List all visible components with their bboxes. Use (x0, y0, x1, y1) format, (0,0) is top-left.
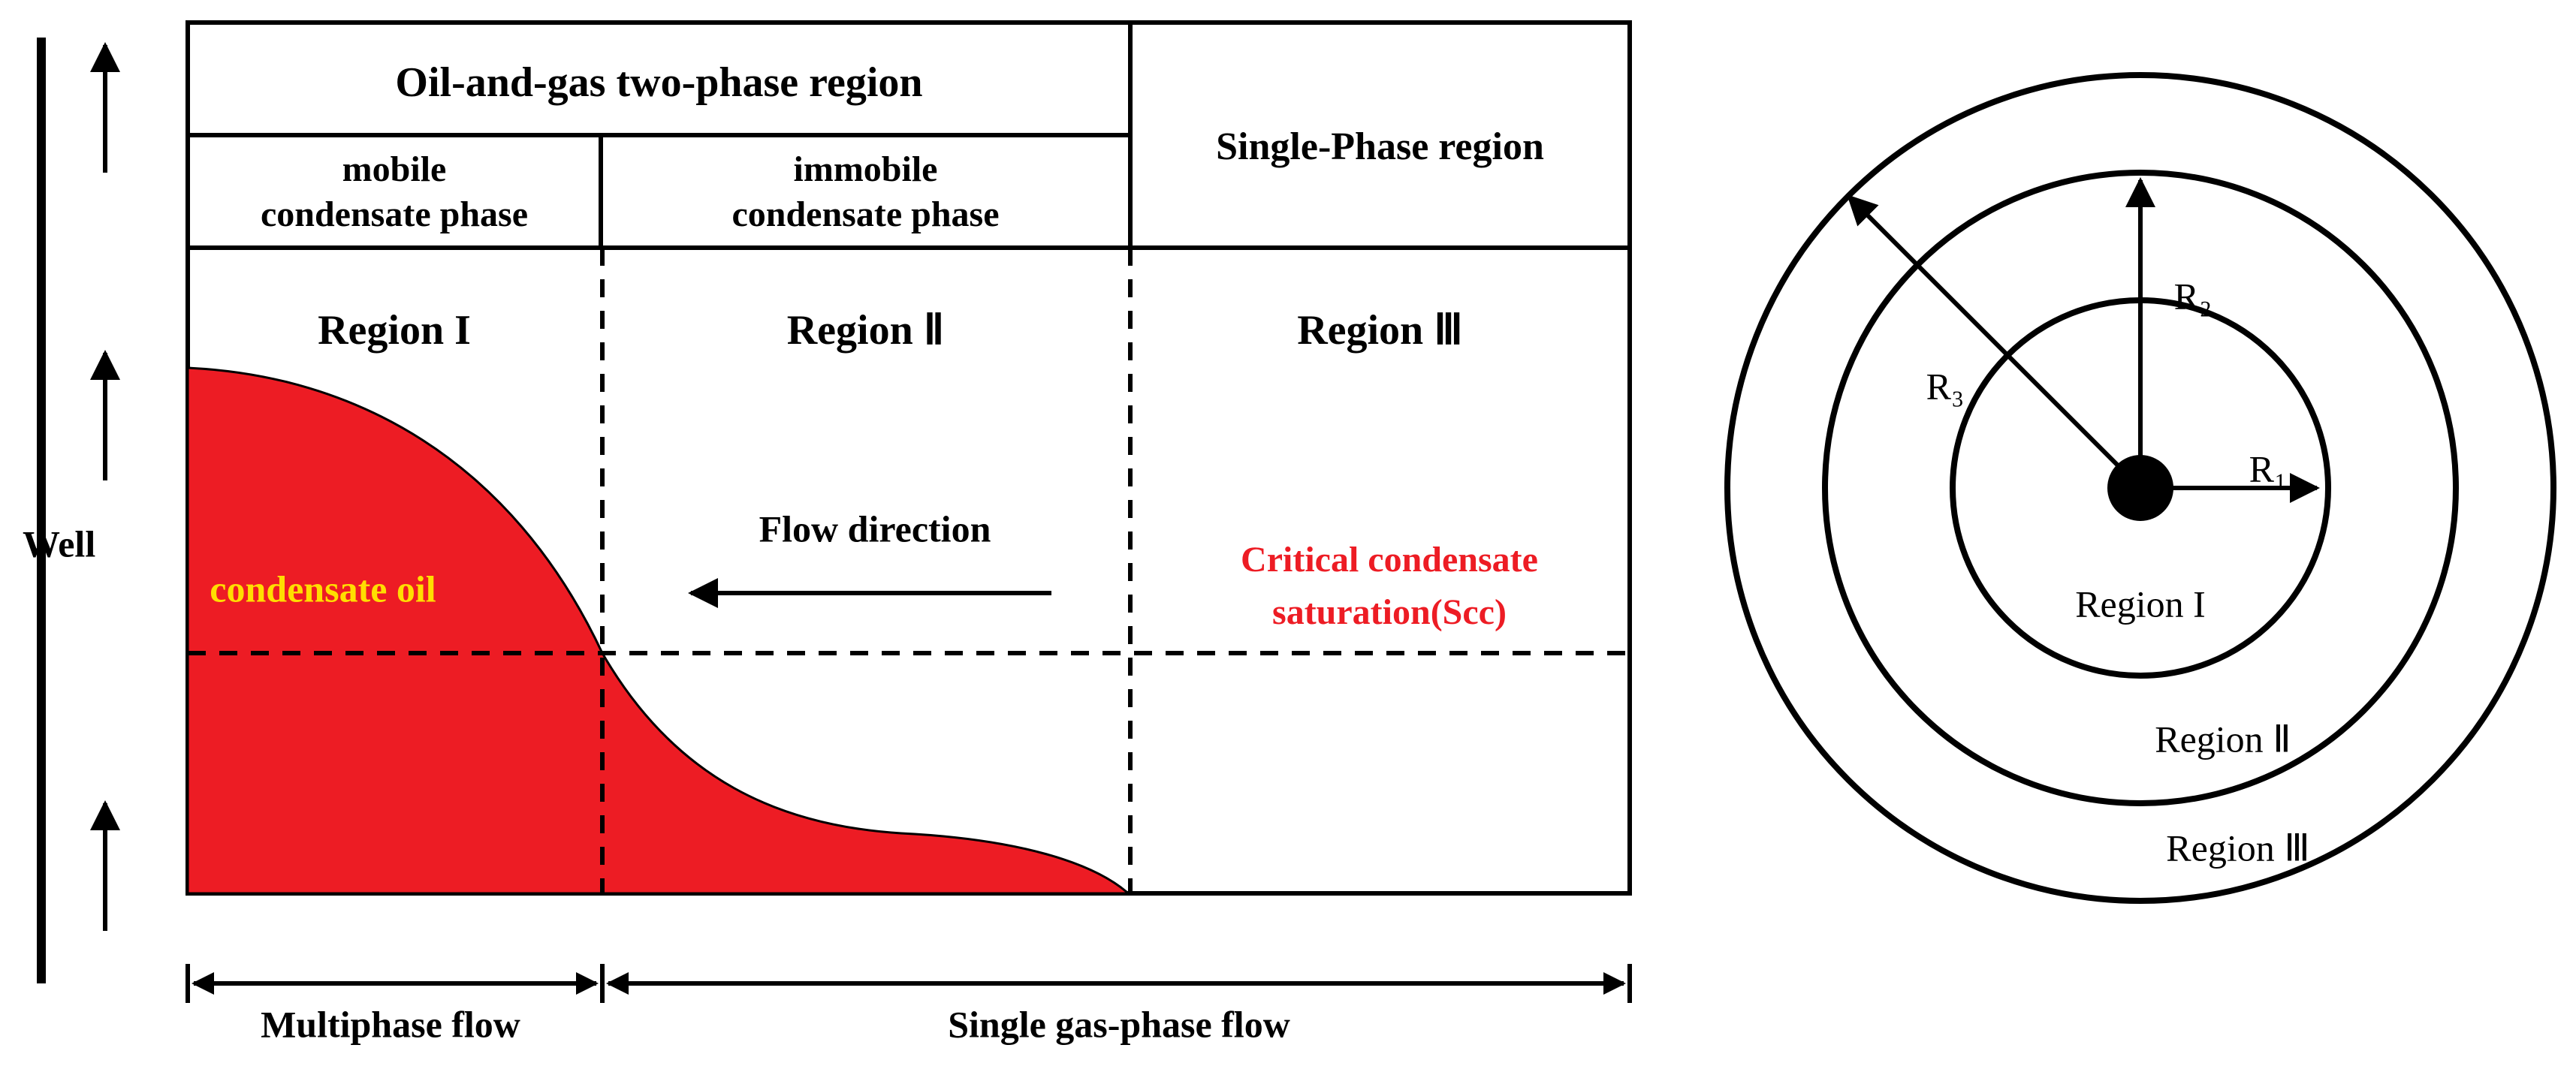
well-label: Well (23, 522, 95, 565)
multiphase-span-label: Multiphase flow (261, 1003, 520, 1045)
critical-label-2: saturation(Scc) (1272, 592, 1507, 632)
condensate-oil-label: condensate oil (210, 568, 436, 610)
radius-label-R1: R₁ (2249, 447, 2288, 489)
radius-label-R2: R₂ (2174, 275, 2213, 317)
single-gas-span-label: Single gas-phase flow (948, 1003, 1290, 1045)
subheader-mobile-2: condensate phase (261, 194, 528, 234)
region-3-label: Region Ⅲ (1297, 307, 1463, 354)
critical-label-1: Critical condensate (1241, 540, 1538, 580)
region-2-label: Region Ⅱ (787, 307, 945, 354)
radius-label-R3: R₃ (1926, 365, 1965, 407)
circle-region-r3: Region Ⅲ (2166, 827, 2309, 869)
header-two-phase: Oil-and-gas two-phase region (395, 59, 922, 106)
subheader-immobile-1: immobile (794, 149, 938, 189)
subheader-immobile-2: condensate phase (731, 194, 999, 234)
header-single-phase: Single-Phase region (1216, 125, 1544, 168)
circle-region-r1: Region I (2075, 583, 2206, 625)
region-1-label: Region I (318, 307, 471, 354)
subheader-mobile-1: mobile (342, 149, 447, 189)
flow-direction-label: Flow direction (759, 507, 991, 550)
circle-region-r2: Region Ⅱ (2155, 718, 2291, 760)
